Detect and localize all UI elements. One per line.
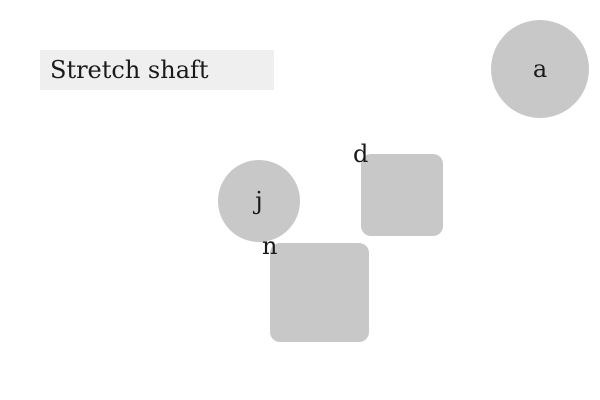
square-shape-n[interactable]	[270, 243, 369, 342]
shape-label-a: a	[532, 55, 548, 83]
instruction-text: Stretch shaft	[50, 56, 209, 84]
shape-label-j: j	[255, 187, 263, 215]
square-shape-d[interactable]	[361, 154, 443, 236]
instruction-banner: Stretch shaft	[40, 50, 274, 90]
circle-shape-j[interactable]: j	[218, 160, 300, 242]
shape-label-n: n	[262, 232, 278, 260]
shape-label-d: d	[353, 140, 369, 168]
circle-shape-a[interactable]: a	[491, 20, 589, 118]
